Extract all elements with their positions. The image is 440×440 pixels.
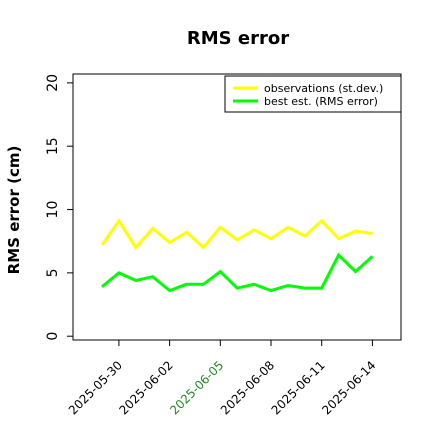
plot-area — [72, 73, 402, 341]
legend-label-best-estimate: best est. (RMS error) — [264, 95, 378, 108]
y-tick-label-20: 20 — [45, 74, 61, 92]
legend-box — [224, 75, 402, 113]
series-line-observations — [100, 218, 373, 250]
series-line-best-estimate — [101, 252, 374, 293]
y-tick-label-5: 5 — [45, 268, 61, 277]
x-tick-label-5: 2025-06-14 — [319, 358, 378, 417]
chart-title: RMS error — [187, 28, 289, 49]
legend: observations (st.dev.) best est. (RMS er… — [224, 75, 402, 113]
y-axis-label: RMS error (cm) — [5, 146, 23, 275]
y-tick-label-10: 10 — [45, 201, 61, 219]
y-tick-label-15: 15 — [45, 137, 61, 155]
legend-label-observations: observations (st.dev.) — [264, 82, 383, 95]
y-tick-label-0: 0 — [45, 332, 61, 341]
